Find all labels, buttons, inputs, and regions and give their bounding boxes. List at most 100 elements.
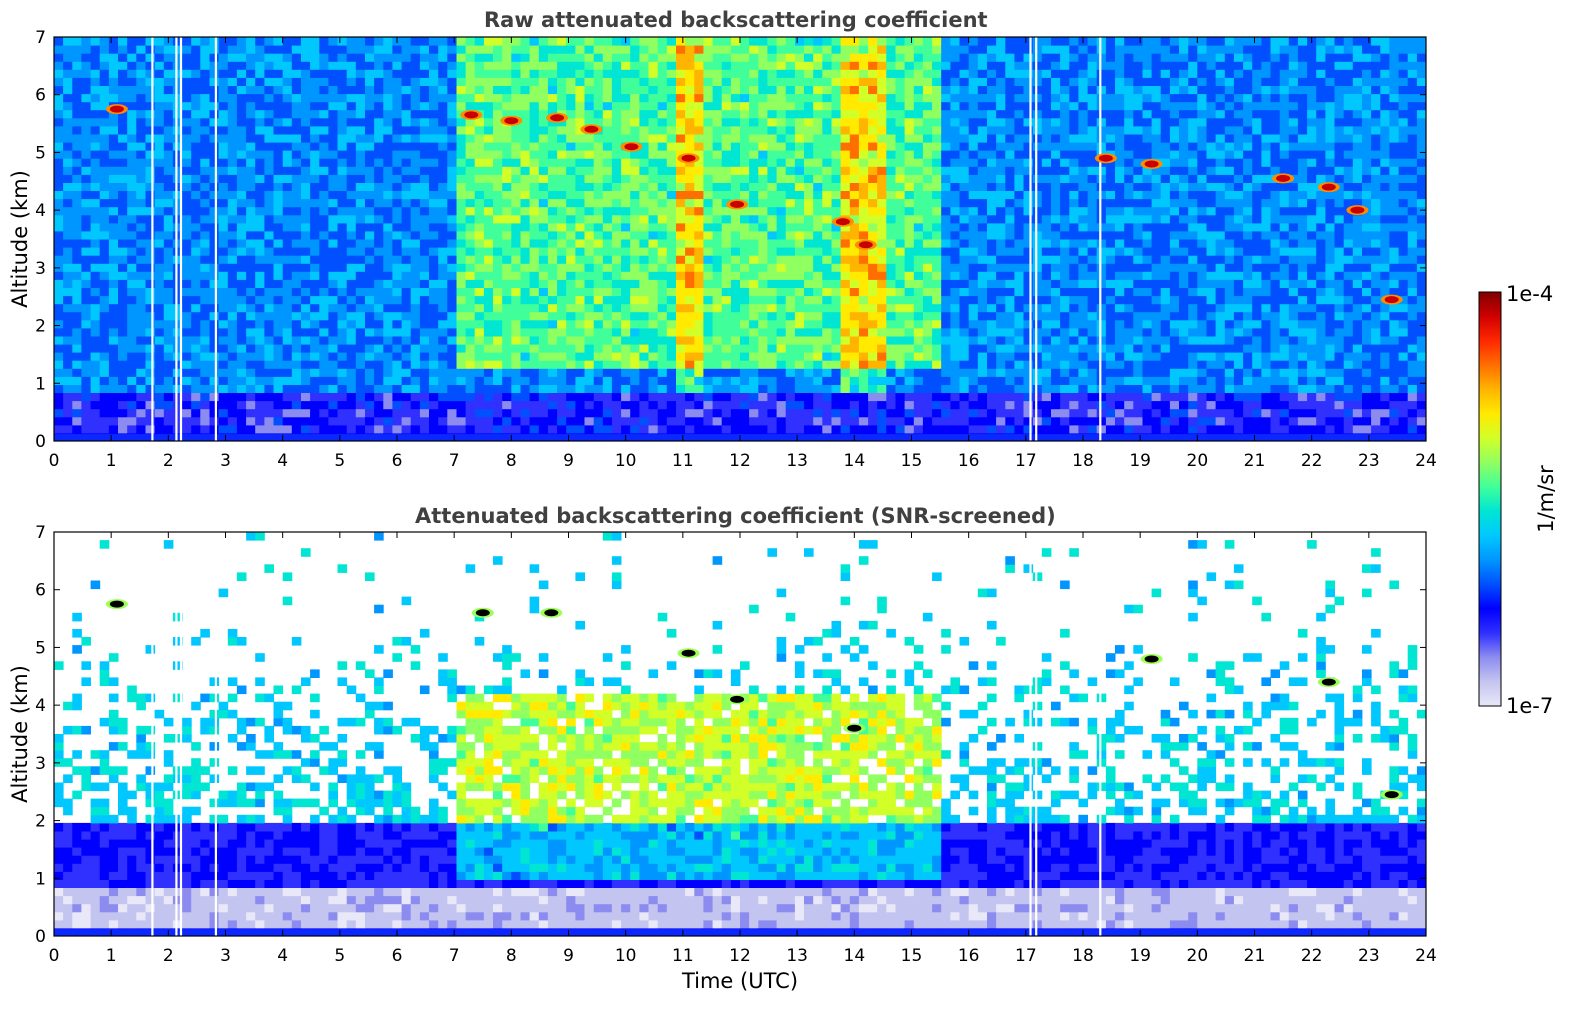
heatmap-cell: [483, 392, 494, 402]
heatmap-cell: [721, 230, 732, 240]
heatmap-cell: [566, 69, 576, 78]
heatmap-cell: [566, 279, 576, 288]
heatmap-cell: [218, 368, 229, 377]
heatmap-cell: [758, 384, 768, 393]
heatmap-cell: [410, 408, 421, 418]
heatmap-cell: [529, 239, 540, 248]
heatmap-cell: [657, 271, 668, 280]
heatmap-cell: [767, 77, 777, 86]
heatmap-cell: [776, 287, 787, 297]
heatmap-cell: [291, 45, 302, 54]
heatmap-cell: [227, 319, 238, 329]
heatmap-cell: [136, 384, 146, 393]
heatmap-cell: [456, 408, 467, 418]
heatmap-cell: [63, 61, 73, 70]
heatmap-cell: [547, 416, 558, 426]
heatmap-cell: [575, 352, 585, 361]
heatmap-cell: [593, 93, 604, 103]
heatmap-cell: [639, 85, 649, 95]
heatmap-cell: [913, 263, 924, 272]
heatmap-cell: [483, 198, 494, 208]
heatmap-cell: [566, 384, 576, 393]
heatmap-cell: [950, 247, 960, 256]
heatmap-cell: [246, 368, 256, 377]
heatmap-cell: [90, 263, 101, 272]
heatmap-cell: [822, 271, 832, 280]
heatmap-cell: [520, 327, 531, 337]
heatmap-cell: [758, 206, 768, 216]
heatmap-cell: [392, 303, 402, 313]
heatmap-cell: [685, 85, 695, 95]
heatmap-cell: [904, 376, 915, 385]
heatmap-cell: [639, 174, 649, 183]
heatmap-cell: [694, 61, 704, 70]
heatmap-cell: [639, 247, 649, 256]
heatmap-cell: [63, 319, 73, 329]
heatmap-cell: [465, 69, 476, 78]
heatmap-cell: [877, 166, 887, 175]
heatmap-cell: [429, 384, 439, 393]
heatmap-cell: [236, 117, 247, 127]
heatmap-cell: [246, 101, 256, 111]
heatmap-cell: [246, 125, 256, 135]
heatmap-cell: [712, 190, 723, 200]
heatmap-cell: [291, 125, 302, 135]
heatmap-cell: [584, 198, 595, 208]
heatmap-cell: [868, 247, 878, 256]
heatmap-cell: [511, 150, 521, 159]
heatmap-cell: [264, 45, 274, 54]
heatmap-cell: [813, 344, 823, 353]
heatmap-cell: [520, 336, 531, 345]
heatmap-cell: [346, 69, 357, 78]
heatmap-cell: [291, 271, 302, 280]
heatmap-cell: [273, 190, 284, 200]
heatmap-cell: [172, 134, 183, 143]
heatmap-cell: [227, 239, 238, 248]
heatmap-cell: [721, 400, 732, 410]
heatmap-cell: [685, 360, 695, 369]
heatmap-cell: [191, 384, 201, 393]
heatmap-cell: [145, 239, 156, 248]
heatmap-cell: [227, 53, 238, 62]
heatmap-cell: [337, 408, 348, 418]
heatmap-cell: [621, 45, 631, 54]
heatmap-cell: [209, 336, 220, 345]
heatmap-cell: [922, 93, 933, 103]
heatmap-cell: [813, 150, 823, 159]
heatmap-cell: [822, 376, 832, 385]
heatmap-cell: [712, 344, 723, 353]
heatmap-cell: [127, 263, 137, 272]
heatmap-cell: [758, 303, 768, 313]
heatmap-cell: [118, 287, 128, 297]
heatmap-cell: [282, 247, 293, 256]
heatmap-cell: [547, 319, 558, 329]
heatmap-cell: [849, 344, 860, 353]
heatmap-cell: [218, 376, 229, 385]
heatmap-cell: [108, 336, 119, 345]
heatmap-cell: [172, 222, 183, 232]
heatmap-cell: [282, 263, 293, 272]
heatmap-cell: [255, 392, 265, 402]
heatmap-cell: [419, 77, 430, 86]
heatmap-cell: [474, 53, 485, 62]
heatmap-cell: [54, 392, 64, 402]
heatmap-cell: [639, 303, 649, 313]
heatmap-cell: [804, 408, 814, 418]
heatmap-cell: [474, 368, 485, 377]
heatmap-cell: [666, 125, 677, 135]
heatmap-cell: [319, 303, 329, 313]
heatmap-cell: [191, 271, 201, 280]
heatmap-cell: [291, 77, 302, 86]
heatmap-cell: [319, 166, 329, 175]
heatmap-cell: [557, 166, 567, 175]
heatmap-cell: [392, 85, 402, 95]
heatmap-cell: [346, 424, 357, 434]
heatmap-cell: [538, 125, 549, 135]
heatmap-cell: [191, 109, 201, 119]
heatmap-cell: [191, 158, 201, 167]
heatmap-cell: [904, 303, 915, 313]
heatmap-cell: [721, 360, 732, 369]
heatmap-cell: [703, 206, 713, 216]
heatmap-cell: [54, 368, 64, 377]
heatmap-cell: [685, 239, 695, 248]
